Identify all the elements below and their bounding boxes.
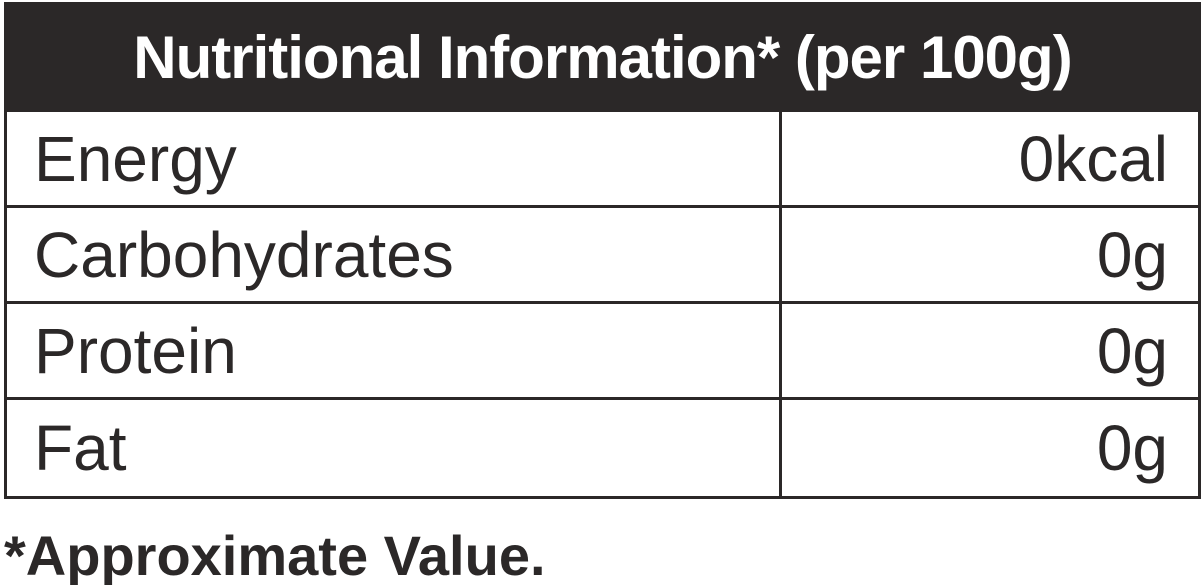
table-row: Carbohydrates 0g <box>7 208 1198 304</box>
header-bar: Nutritional Information* (per 100g) <box>4 2 1201 112</box>
nutrient-value: 0g <box>1096 412 1168 484</box>
page-title: Nutritional Information* (per 100g) <box>133 23 1072 91</box>
nutrient-label: Protein <box>7 304 782 397</box>
nutrient-value: 0g <box>1096 314 1168 387</box>
nutrient-value: 0g <box>1096 218 1168 291</box>
table-row: Energy 0kcal <box>7 112 1198 208</box>
nutrient-label: Energy <box>7 112 782 205</box>
approximate-value-note: *Approximate Value. <box>4 524 546 585</box>
nutrient-label: Fat <box>7 400 782 496</box>
nutrient-value: 0kcal <box>1018 122 1168 195</box>
nutrition-table: Energy 0kcal Carbohydrates 0g Protein 0g… <box>4 112 1201 499</box>
nutrient-label: Carbohydrates <box>7 208 782 301</box>
table-row: Fat 0g <box>7 400 1198 496</box>
table-row: Protein 0g <box>7 304 1198 400</box>
